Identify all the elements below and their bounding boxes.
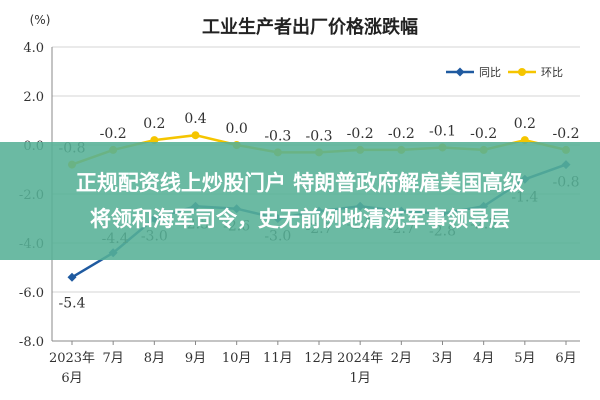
- x-tick-label-line2: 6月: [61, 371, 82, 386]
- x-tick-label: 2024年: [337, 351, 383, 366]
- x-tick-label: 6月: [555, 351, 576, 366]
- headline-line-2: 将领和海军司令，史无前例地清洗军事领导层: [90, 207, 510, 231]
- x-tick-label: 5月: [514, 351, 535, 366]
- data-label: -0.2: [388, 126, 415, 142]
- x-tick-label: 3月: [432, 351, 453, 366]
- legend-label: 同比: [479, 66, 501, 79]
- data-label: -0.2: [470, 126, 497, 142]
- x-tick-label: 2月: [391, 351, 412, 366]
- legend: 同比 环比: [446, 66, 563, 79]
- data-label: 0.4: [184, 111, 206, 127]
- y-axis-unit: (%): [30, 13, 51, 27]
- data-label: -0.3: [264, 128, 291, 144]
- x-tick-label-line2: 1月: [350, 371, 371, 386]
- data-point: [191, 131, 200, 140]
- legend-label: 环比: [541, 66, 563, 79]
- y-tick-label: -8.0: [19, 335, 44, 350]
- legend-marker: [455, 67, 465, 77]
- x-tick-label: 7月: [103, 351, 124, 366]
- chart-title: 工业生产者出厂价格涨跌幅: [202, 16, 418, 38]
- headline-banner: 正规配资线上炒股门户 特朗普政府解雇美国高级 将领和海军司令，史无前例地清洗军事…: [0, 142, 600, 260]
- x-tick-label: 2023年: [49, 351, 95, 366]
- x-tick-label: 12月: [304, 351, 334, 366]
- y-tick-label: -6.0: [19, 286, 44, 301]
- data-label: 0.2: [143, 116, 165, 132]
- data-label: -0.2: [553, 126, 580, 142]
- data-label: -0.2: [347, 126, 374, 142]
- data-label: -0.1: [429, 123, 456, 139]
- legend-marker: [518, 68, 526, 76]
- data-label: -0.3: [306, 128, 333, 144]
- data-label: -5.4: [59, 295, 86, 311]
- x-tick-label: 11月: [263, 351, 293, 366]
- data-label: 0.0: [226, 121, 248, 137]
- x-tick-label: 9月: [185, 351, 206, 366]
- y-tick-label: 4.0: [23, 41, 44, 56]
- data-label: 0.2: [514, 116, 536, 132]
- headline-line-1: 正规配资线上炒股门户 特朗普政府解雇美国高级: [75, 171, 525, 195]
- x-tick-label: 4月: [473, 351, 494, 366]
- data-point: [67, 272, 77, 282]
- y-tick-label: 2.0: [23, 90, 44, 105]
- data-label: -0.2: [100, 126, 127, 142]
- x-tick-label: 10月: [222, 351, 252, 366]
- x-tick-label: 8月: [144, 351, 165, 366]
- x-tick-labels: 2023年 6月 7月 8月 9月 10月 11月 12月 2024年 1月 2月 3月 4月 5月 6月: [49, 341, 577, 386]
